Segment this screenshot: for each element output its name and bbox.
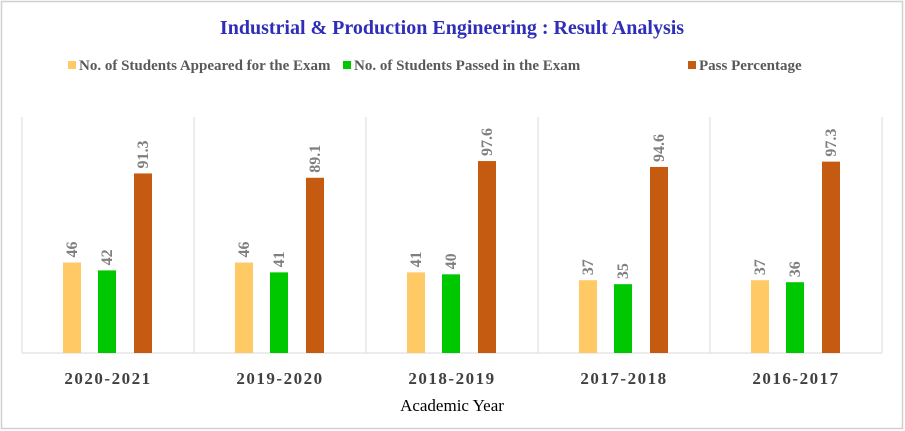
bar [478,161,496,353]
x-tick-label: 2017-2018 [580,369,667,388]
x-tick-label: 2020-2021 [64,369,151,388]
data-label: 91.3 [135,140,152,168]
x-tick-label: 2019-2020 [236,369,323,388]
bar [786,282,804,353]
legend-label: No. of Students Passed in the Exam [354,58,581,74]
bar [614,284,632,353]
bar [306,177,324,353]
data-label: 46 [64,242,81,258]
data-label: 37 [752,259,769,275]
data-label: 97.6 [479,128,496,156]
bar [98,270,116,353]
data-label: 97.3 [823,129,840,157]
legend-swatch [68,61,76,69]
data-label: 94.6 [651,134,668,162]
legend-label: No. of Students Appeared for the Exam [79,58,331,74]
chart-title: Industrial & Production Engineering : Re… [220,17,684,39]
data-label: 40 [443,253,460,269]
data-label: 36 [787,261,804,277]
data-label: 89.1 [307,145,324,173]
x-tick-label: 2018-2019 [408,369,495,388]
bar [235,262,253,353]
bar [822,161,840,353]
plot-area: 46 42 91.3 2020-2021 46 41 89.1 2019-2020 41 40 97… [21,117,883,388]
x-axis-label: Academic Year [400,396,504,415]
bar [751,280,769,353]
bar [407,272,425,353]
bar [442,274,460,353]
data-label: 41 [408,251,425,267]
data-label: 46 [236,242,253,258]
bar [270,272,288,353]
data-label: 42 [99,249,116,265]
legend-label: Pass Percentage [699,58,802,74]
x-tick-label: 2016-2017 [752,369,839,388]
data-label: 41 [271,251,288,267]
legend-swatch [343,61,351,69]
legend-swatch [688,61,696,69]
bar [134,173,152,353]
data-label: 37 [580,259,597,275]
bar [650,166,668,353]
bar [63,262,81,353]
data-label: 35 [615,263,632,279]
legend: No. of Students Appeared for the Exam No.… [68,58,802,74]
bar [579,280,597,353]
